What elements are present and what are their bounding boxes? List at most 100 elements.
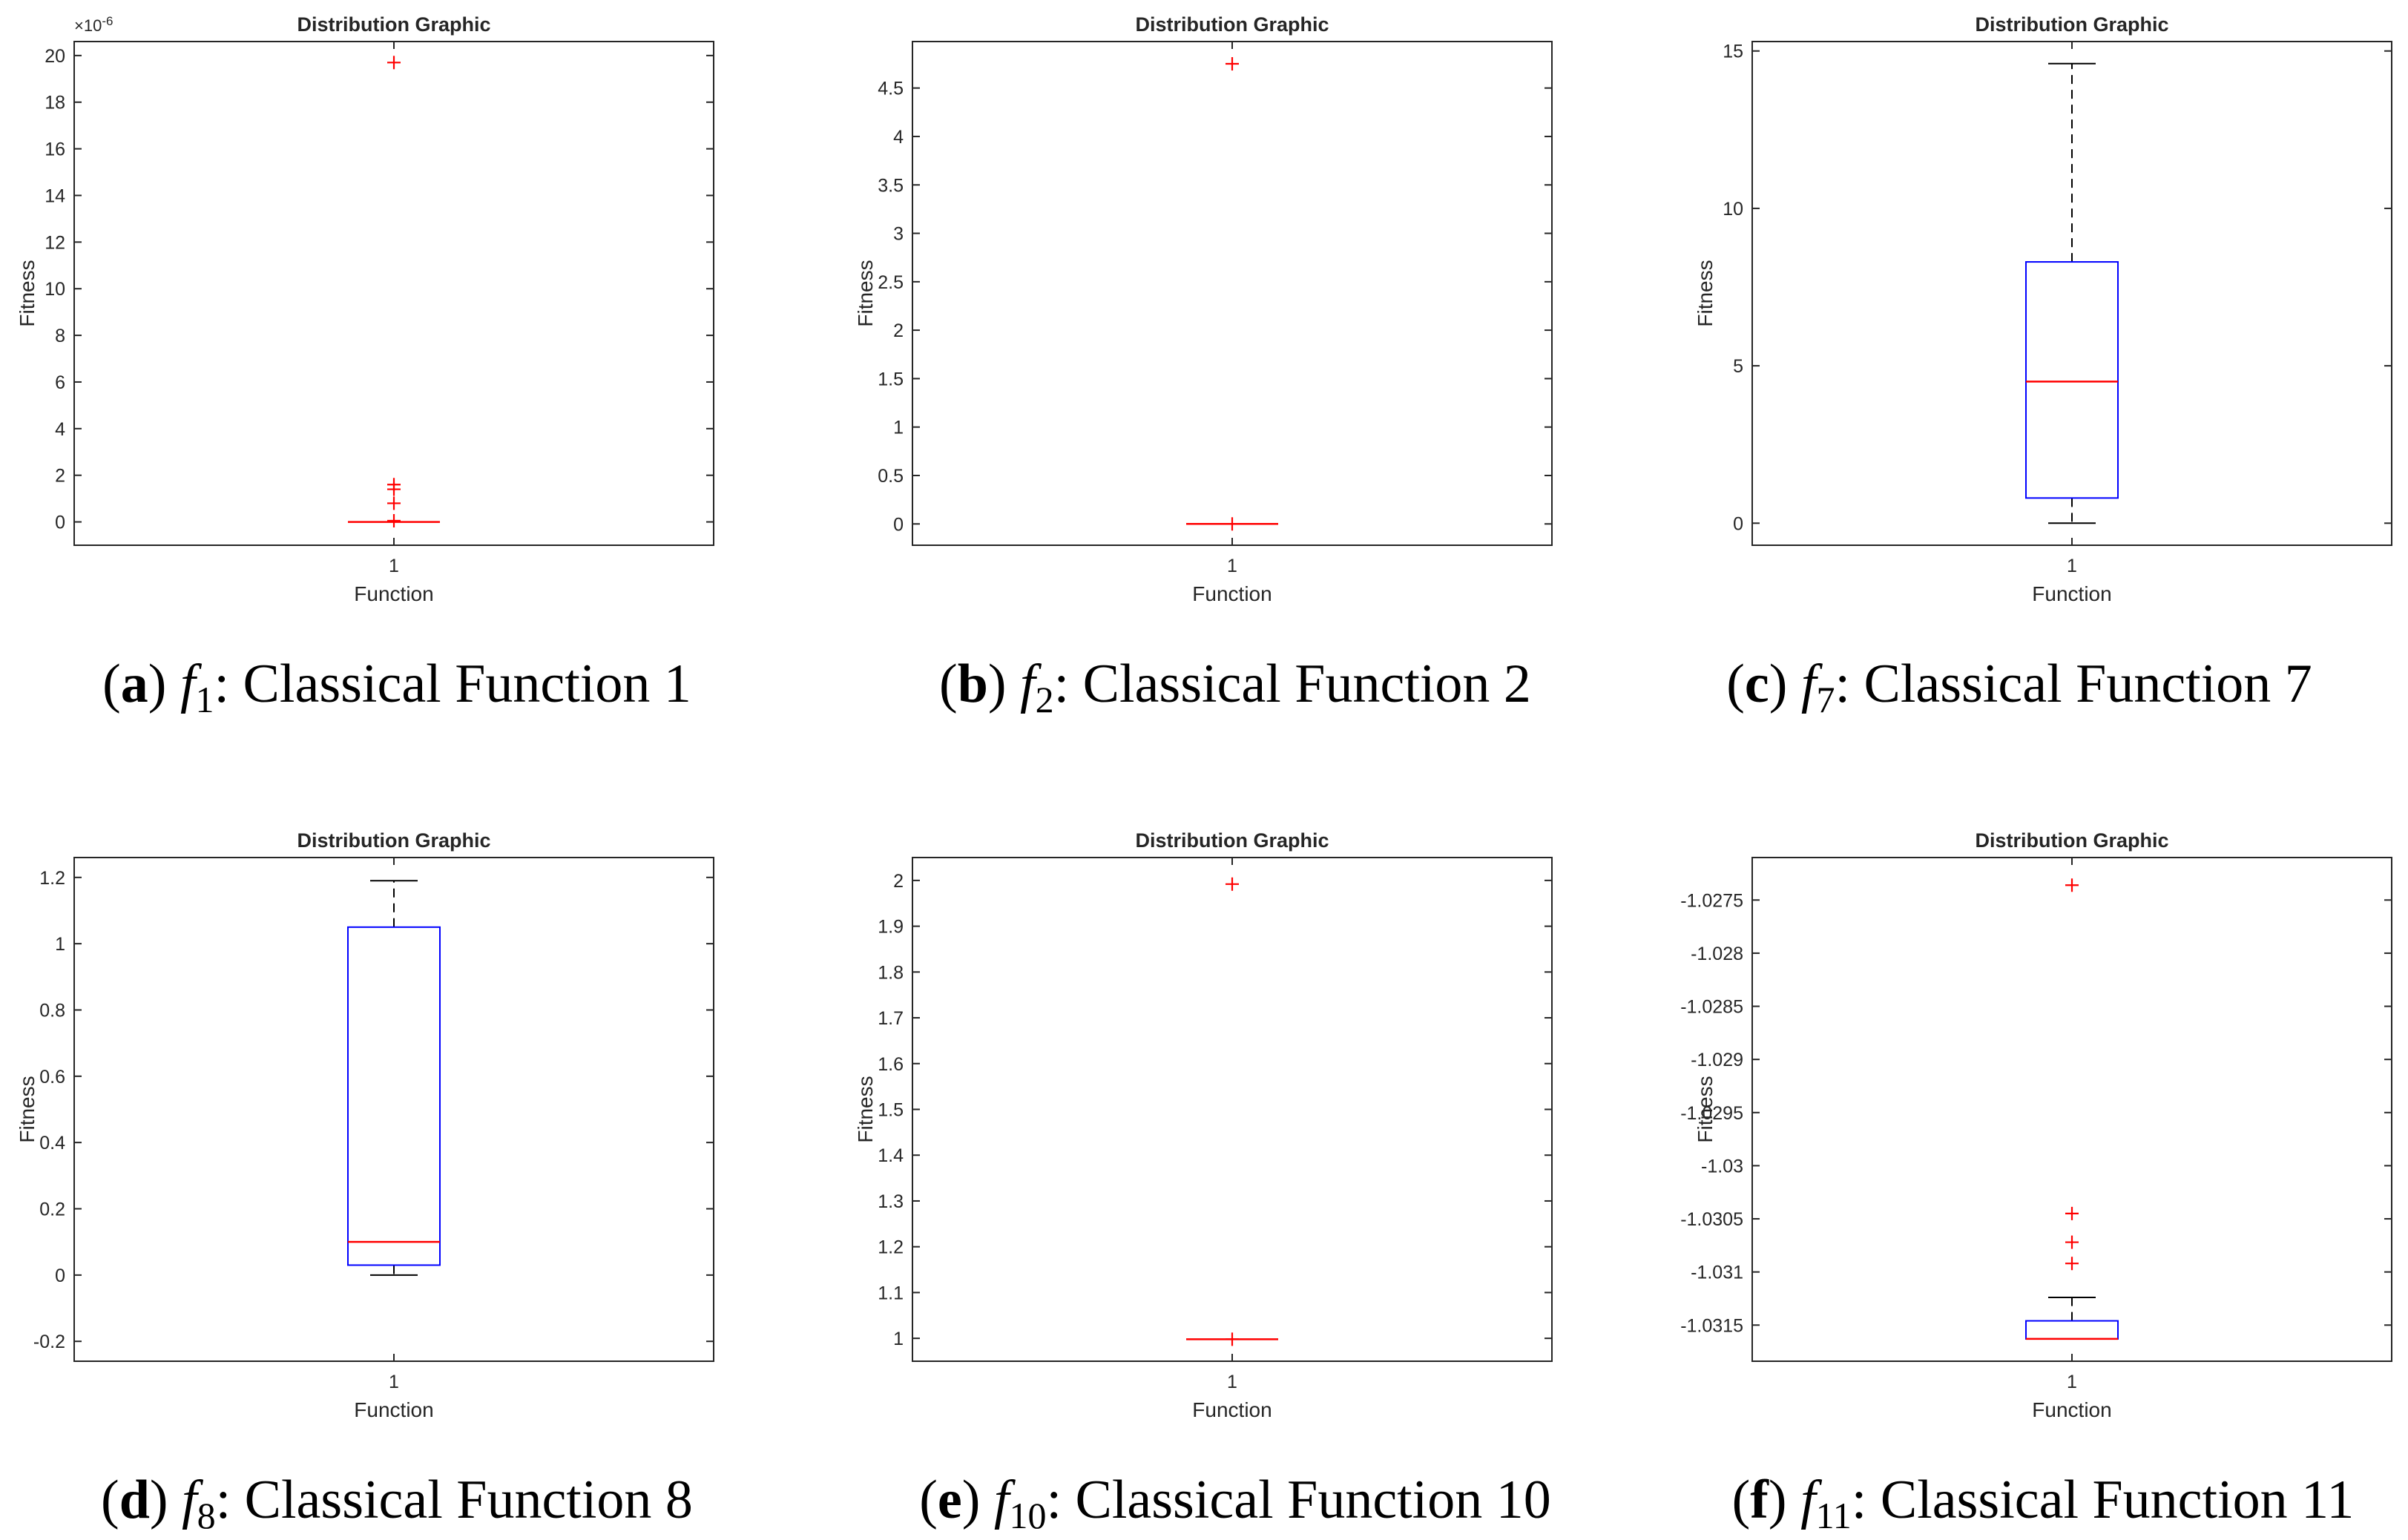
chart-title: Distribution Graphic (297, 829, 490, 852)
caption-e: (e) f10: Classical Function 10 (919, 1470, 1551, 1536)
outlier-marker (2065, 878, 2079, 892)
x-tick-label: 1 (1227, 1372, 1237, 1392)
x-tick-label: 1 (389, 556, 399, 576)
y-tick-label: 18 (45, 93, 65, 113)
x-axis-label: Function (354, 582, 433, 605)
y-axis-label: Fitness (16, 260, 39, 326)
y-tick-label: 0 (1733, 513, 1743, 534)
chart-panel-a: Distribution Graphic 0 2 4 6 8 10 12 14 16 18 20 ×10… (0, 0, 742, 616)
outlier-marker (2065, 1257, 2079, 1271)
y-tick-label: -0.2 (33, 1332, 65, 1352)
caption-text: : Classical Function 7 (1835, 654, 2312, 714)
y-tick-label: 2.5 (878, 272, 904, 293)
y-axis-label: Fitness (16, 1076, 39, 1142)
boxplot-chart-e: Distribution Graphic 1 1.1 1.2 1.3 1.4 1.5 1.6 1… (854, 829, 1553, 1421)
outlier-marker (1226, 517, 1239, 531)
y-tick-label: 1.2 (878, 1237, 904, 1258)
caption-sub: 2 (1035, 679, 1054, 720)
chart-title: Distribution Graphic (297, 13, 490, 36)
y-tick-label: 0 (55, 1266, 65, 1286)
outlier-marker (1226, 1332, 1239, 1346)
x-tick-label: 1 (2067, 556, 2077, 576)
plot-frame (73, 857, 714, 1362)
plot-frame (912, 857, 1553, 1362)
caption-letter: e (937, 1470, 962, 1530)
x-tick-label: 1 (1227, 556, 1237, 576)
y-tick-label: 4 (55, 419, 65, 440)
caption-letter: b (957, 654, 988, 714)
y-tick-label: 1.5 (878, 1100, 904, 1121)
boxplot-chart-d: Distribution Graphic -0.2 0 0.2 0.4 0.6 0.8 1 1.… (16, 829, 714, 1421)
y-tick-label: 1.1 (878, 1283, 904, 1303)
boxplot-chart-b: Distribution Graphic 0 0.5 1 1.5 2 2.5 3 3.5 4 4.5… (854, 13, 1553, 605)
box-iqr (2025, 1320, 2119, 1340)
y-axis-label: Fitness (854, 1076, 877, 1142)
y-tick-label: 2 (55, 466, 65, 487)
y-tick-label: 0.6 (39, 1067, 65, 1087)
y-tick-label: 1 (55, 934, 65, 955)
chart-title: Distribution Graphic (1975, 829, 2168, 852)
x-axis-label: Function (1192, 582, 1272, 605)
caption-a: (a) f1: Classical Function 1 (102, 654, 691, 720)
caption-func: f (1020, 654, 1036, 714)
y-tick-label: -1.0305 (1680, 1209, 1743, 1230)
y-tick-label: 1 (893, 1329, 904, 1349)
caption-f: (f) f11: Classical Function 11 (1731, 1470, 2355, 1536)
y-tick-label: 0.8 (39, 1000, 65, 1021)
y-tick-label: 4.5 (878, 79, 904, 99)
y-tick-label: 5 (1733, 356, 1743, 377)
y-tick-label: -1.0295 (1680, 1103, 1743, 1124)
y-tick-label: 15 (1723, 42, 1743, 62)
y-tick-label: 0.4 (39, 1133, 65, 1154)
y-tick-label: 10 (45, 279, 65, 300)
x-axis-label: Function (354, 1398, 433, 1421)
y-tick-label: -1.03 (1701, 1156, 1743, 1177)
y-tick-label: -1.029 (1691, 1050, 1743, 1070)
y-tick-label: 16 (45, 139, 65, 160)
x-axis-label: Function (1192, 1398, 1272, 1421)
x-tick-label: 1 (2067, 1372, 2077, 1392)
outlier-marker (2065, 1206, 2079, 1220)
caption-letter: c (1744, 654, 1769, 714)
chart-panel-e: Distribution Graphic 1 1.1 1.2 1.3 1.4 1.5 1.6 1… (838, 816, 1580, 1432)
caption-func: f (1800, 654, 1817, 714)
y-tick-label: 1.3 (878, 1191, 904, 1212)
caption-sub: 8 (197, 1495, 216, 1536)
plot-frame (912, 41, 1553, 546)
caption-func: f (1800, 1470, 1816, 1530)
plot-frame (1751, 41, 2392, 546)
caption-text: : Classical Function 1 (214, 654, 691, 714)
y-axis-label: Fitness (1694, 1076, 1717, 1142)
boxplot-chart-a: Distribution Graphic 0 2 4 6 8 10 12 14 16 18 20 ×10… (16, 13, 714, 605)
caption-func: f (182, 1470, 197, 1530)
y-tick-label: 0 (893, 514, 904, 535)
caption-letter: f (1750, 1470, 1769, 1530)
box-iqr (2025, 261, 2119, 499)
caption-letter: a (120, 654, 148, 714)
y-tick-label: -1.0275 (1680, 890, 1743, 911)
y-axis-label: Fitness (854, 260, 877, 326)
y-tick-label: 3 (893, 224, 904, 245)
outlier-marker (387, 496, 401, 510)
y-tick-label: -1.031 (1691, 1263, 1743, 1283)
y-tick-label: 20 (45, 46, 65, 67)
y-tick-label: 3.5 (878, 175, 904, 196)
y-tick-label: 1.5 (878, 369, 904, 389)
boxplot-chart-c: Distribution Graphic 0 5 10 15 1 Function Fitne… (1694, 13, 2392, 605)
y-tick-label: 8 (55, 326, 65, 346)
plot-frame (1751, 857, 2392, 1362)
y-tick-label: -1.028 (1691, 944, 1743, 964)
x-axis-label: Function (2032, 582, 2111, 605)
y-axis-label: Fitness (1694, 260, 1717, 326)
y-tick-label: 2 (893, 320, 904, 341)
outlier-marker (387, 513, 401, 527)
chart-title: Distribution Graphic (1975, 13, 2168, 36)
y-tick-label: 1.7 (878, 1008, 904, 1029)
plot-frame (73, 41, 714, 546)
outlier-marker (387, 482, 401, 496)
y-tick-label: 0 (55, 513, 65, 533)
x-axis-label: Function (2032, 1398, 2111, 1421)
caption-sub: 1 (195, 679, 214, 720)
chart-title: Distribution Graphic (1135, 829, 1329, 852)
y-exponent-label: ×10-6 (74, 14, 113, 35)
